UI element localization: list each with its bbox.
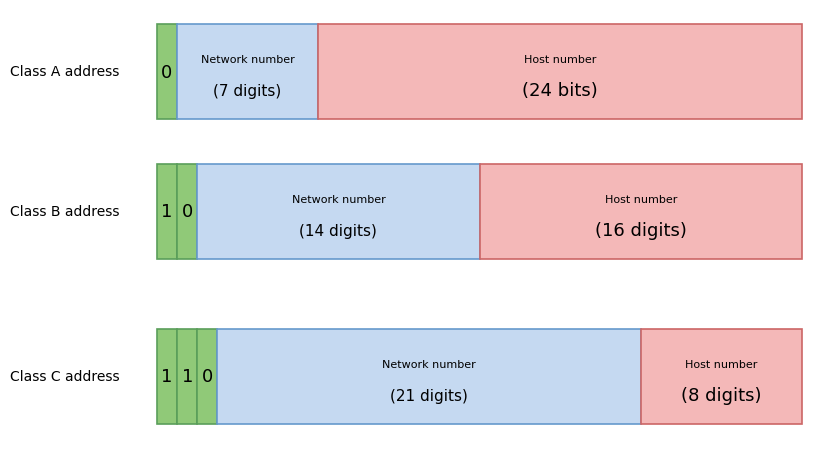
Text: (7 digits): (7 digits) bbox=[214, 83, 282, 98]
Bar bbox=[157, 165, 178, 259]
Text: 1: 1 bbox=[161, 203, 173, 221]
Bar bbox=[177, 25, 318, 120]
Text: Class B address: Class B address bbox=[10, 205, 119, 219]
Text: Host number: Host number bbox=[524, 55, 596, 65]
Bar bbox=[178, 165, 197, 259]
Bar bbox=[157, 329, 178, 424]
Text: Host number: Host number bbox=[604, 195, 677, 205]
Text: 0: 0 bbox=[182, 203, 193, 221]
Bar bbox=[318, 25, 802, 120]
Bar bbox=[641, 329, 802, 424]
Text: Network number: Network number bbox=[201, 55, 294, 65]
Text: (8 digits): (8 digits) bbox=[681, 386, 762, 404]
Text: 1: 1 bbox=[182, 368, 193, 386]
Text: Network number: Network number bbox=[292, 195, 386, 205]
Text: Host number: Host number bbox=[686, 359, 758, 369]
Text: Class A address: Class A address bbox=[10, 65, 119, 79]
Bar bbox=[197, 165, 479, 259]
Bar bbox=[479, 165, 802, 259]
Text: 0: 0 bbox=[201, 368, 213, 386]
Text: (24 bits): (24 bits) bbox=[522, 82, 598, 100]
Bar bbox=[218, 329, 641, 424]
Text: Network number: Network number bbox=[382, 359, 476, 369]
Text: 1: 1 bbox=[161, 368, 173, 386]
Bar bbox=[197, 329, 218, 424]
Text: (16 digits): (16 digits) bbox=[595, 222, 686, 239]
Text: Class C address: Class C address bbox=[10, 369, 120, 384]
Text: 0: 0 bbox=[161, 63, 173, 81]
Text: (14 digits): (14 digits) bbox=[299, 223, 377, 238]
Text: (21 digits): (21 digits) bbox=[390, 388, 468, 403]
Bar bbox=[157, 25, 177, 120]
Bar bbox=[178, 329, 197, 424]
